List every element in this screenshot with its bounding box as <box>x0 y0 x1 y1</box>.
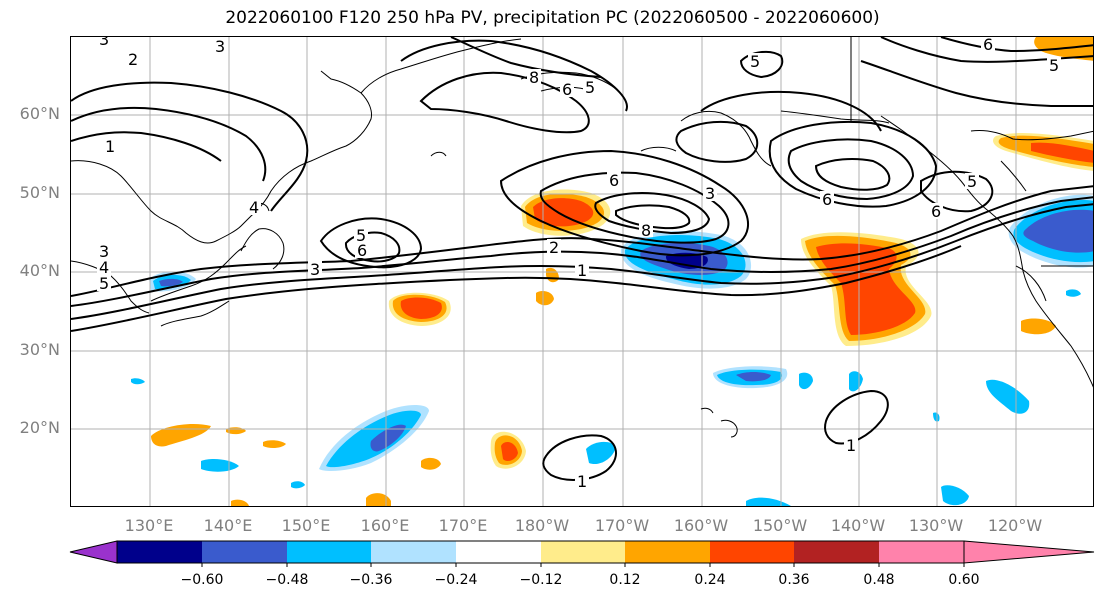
colorbar-segment <box>710 541 794 563</box>
contour-label-c9: 5 <box>99 274 109 293</box>
lon-label-140e: 140°E <box>203 516 253 535</box>
colorbar-segment <box>456 541 541 563</box>
precip-anom-neg-6 <box>986 379 1030 414</box>
contour-label-c14: 6 <box>609 171 619 190</box>
map-canvas: 3 2 3 1 5 6 3 4 5 3 4 6 8 6 5 6 8 3 2 1 … <box>71 37 1093 506</box>
lon-label-170e: 170°E <box>438 516 488 535</box>
contour-label-c26: 1 <box>577 472 587 491</box>
colorbar-tick-label: −0.24 <box>434 572 478 588</box>
contour-label-c2: 2 <box>128 50 138 69</box>
precip-anom-neg-12 <box>746 497 791 506</box>
colorbar-tick-label: −0.60 <box>180 572 224 588</box>
lat-label-40n: 40°N <box>19 261 60 280</box>
contour-label-c1: 3 <box>99 37 109 49</box>
coastlines <box>71 37 1093 438</box>
lat-label-20n: 20°N <box>19 418 60 437</box>
precip-anom-neg-11 <box>941 485 969 506</box>
precip-positive-anomalies <box>151 37 1093 506</box>
precip-anom-pos-8 <box>1021 318 1056 335</box>
colorbar-tick-label: −0.36 <box>349 572 393 588</box>
precip-anom-neg-9 <box>849 371 863 392</box>
lon-label-150w: 150°W <box>752 516 808 535</box>
map-panel: 3 2 3 1 5 6 3 4 5 3 4 6 8 6 5 6 8 3 2 1 … <box>70 36 1094 507</box>
colorbar-segment <box>794 541 879 563</box>
lat-label-30n: 30°N <box>19 340 60 359</box>
lon-label-160w: 160°W <box>673 516 729 535</box>
lon-label-160e: 160°E <box>360 516 410 535</box>
precip-anom-pos-7 <box>151 424 211 447</box>
contour-label-c4: 1 <box>105 137 115 156</box>
precip-negative-anomalies <box>131 194 1093 506</box>
colorbar-tick-label: 0.60 <box>948 572 980 588</box>
colorbar-segment <box>879 541 964 563</box>
precip-anom-pos-12 <box>546 267 559 283</box>
contour-label-c10: 3 <box>99 242 109 261</box>
contour-label-c16: 6 <box>822 190 832 209</box>
contour-label-c15: 5 <box>585 78 595 97</box>
contour-label-c23: 6 <box>983 37 993 54</box>
colorbar-extend-high <box>963 540 1095 564</box>
contour-label-c21: 5 <box>750 52 760 71</box>
contour-label-c18: 3 <box>705 184 715 203</box>
lat-label-50n: 50°N <box>19 183 60 202</box>
contour-label-c12: 6 <box>562 80 572 99</box>
contour-label-c27: 1 <box>846 436 856 455</box>
precip-anom-pos-10 <box>366 493 391 506</box>
page-title: 2022060100 F120 250 hPa PV, precipitatio… <box>225 8 880 28</box>
lon-label-130e: 130°E <box>124 516 174 535</box>
contour-label-c20: 1 <box>577 261 587 280</box>
contour-label-c25: 5 <box>967 172 977 191</box>
lon-label-150e: 150°E <box>281 516 331 535</box>
contour-label-c8: 4 <box>99 258 109 277</box>
colorbar-segment <box>287 541 371 563</box>
contour-label-c24: 5 <box>1049 56 1059 75</box>
lat-label-60n: 60°N <box>19 104 60 123</box>
precip-anom-neg-7 <box>586 441 616 465</box>
colorbar-tick-label: 0.24 <box>694 572 726 588</box>
contour-label-c6: 6 <box>357 241 367 260</box>
precip-anom-pos-9 <box>421 457 441 470</box>
lon-label-180w: 180°W <box>514 516 570 535</box>
contour-label-c7: 3 <box>310 260 320 279</box>
colorbar-tick-label: 0.12 <box>609 572 641 588</box>
colorbar-segment <box>541 541 625 563</box>
colorbar-tick-label: −0.48 <box>265 572 309 588</box>
contour-label-c22: 6 <box>931 202 941 221</box>
contour-label-c3: 3 <box>215 37 225 56</box>
colorbar-tick-label: 0.48 <box>863 572 895 588</box>
colorbar-segment <box>371 541 456 563</box>
colorbar-segment <box>117 541 202 563</box>
contour-label-c11: 4 <box>249 198 259 217</box>
lon-label-140w: 140°W <box>830 516 886 535</box>
lon-label-120w: 120°W <box>987 516 1043 535</box>
contour-label-c19: 2 <box>549 238 559 257</box>
contour-label-c5: 5 <box>356 226 366 245</box>
precip-anom-pos-11 <box>536 291 554 306</box>
precip-anom-neg-8 <box>201 458 239 472</box>
colorbar-tick-label: −0.12 <box>519 572 563 588</box>
precip-anom-pos-14 <box>263 440 286 449</box>
colorbar-tick-label: 0.36 <box>778 572 810 588</box>
colorbar-segment <box>202 541 287 563</box>
contour-labels: 3 2 3 1 5 6 3 4 5 3 4 6 8 6 5 6 8 3 2 1 … <box>97 37 1061 491</box>
lon-label-130w: 130°W <box>908 516 964 535</box>
pv-contours <box>71 37 1093 481</box>
contour-label-c17: 8 <box>641 221 651 240</box>
colorbar-extend-low <box>69 540 118 564</box>
precip-anom-neg-10 <box>799 372 813 390</box>
contour-label-c13: 8 <box>529 68 539 87</box>
colorbar-segment <box>625 541 710 563</box>
lon-label-170w: 170°W <box>594 516 650 535</box>
